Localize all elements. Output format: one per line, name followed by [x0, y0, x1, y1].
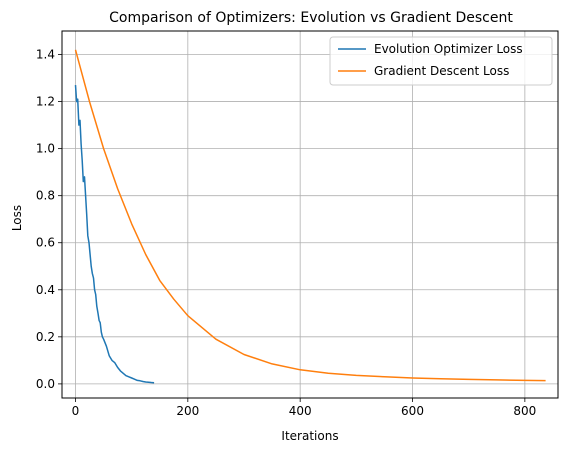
x-axis-label: Iterations: [281, 429, 338, 443]
plot-area-frame: [61, 30, 559, 399]
x-tick-label: 600: [401, 404, 424, 418]
axis-ticks: 0 200 400 600 800 0.0 0.2 0.4 0.6 0.8 1.0 1.2 1.4: [36, 48, 536, 418]
y-tick-label: 1.2: [36, 95, 55, 109]
y-tick-label: 0.8: [36, 189, 55, 203]
data-series: [74, 49, 546, 384]
x-tick-label: 200: [176, 404, 199, 418]
y-tick-label: 0.2: [36, 330, 55, 344]
y-tick-label: 1.4: [36, 48, 55, 62]
legend-label: Gradient Descent Loss: [374, 64, 509, 78]
legend-box: [329, 36, 553, 86]
x-tick-label: 0: [72, 404, 80, 418]
y-tick-label: 0.4: [36, 283, 55, 297]
y-tick-label: 1.0: [36, 142, 55, 156]
y-axis-label: Loss: [10, 205, 24, 231]
legend-label: Evolution Optimizer Loss: [374, 42, 523, 56]
y-tick-label: 0.0: [36, 377, 55, 391]
grid-lines: [62, 31, 558, 398]
chart-title: Comparison of Optimizers: Evolution vs G…: [109, 10, 513, 26]
x-tick-label: 800: [513, 404, 536, 418]
legend: Evolution Optimizer Loss Gradient Descent…: [329, 36, 553, 86]
series-line-1: [74, 85, 155, 384]
x-tick-label: 400: [289, 404, 312, 418]
y-tick-label: 0.6: [36, 236, 55, 250]
series-line-2: [74, 49, 546, 382]
